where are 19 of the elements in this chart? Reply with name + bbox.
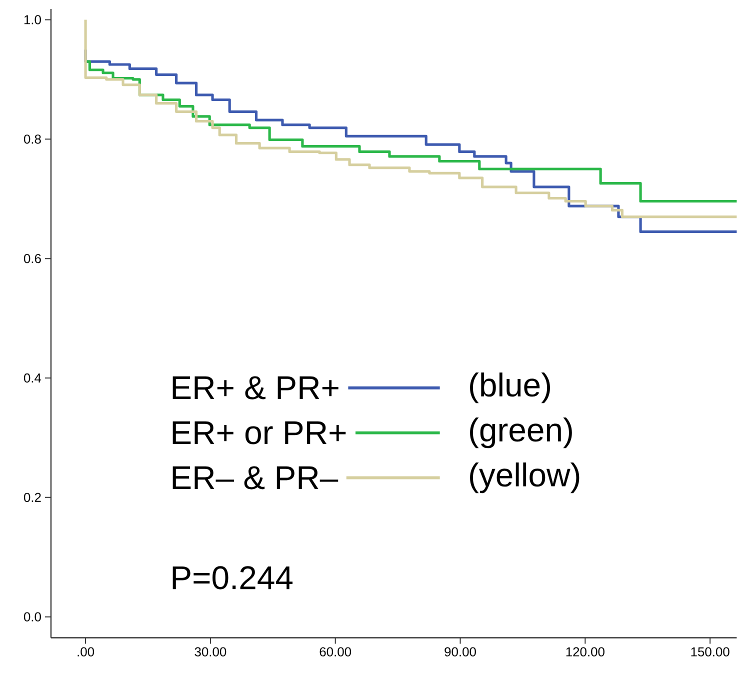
x-tick-label: 60.00	[320, 647, 352, 657]
annotation: (yellow)	[470, 462, 580, 494]
y-tick-label: 0.0	[24, 612, 41, 622]
y-tick-label: 0.2	[24, 492, 41, 502]
x-tick-label: 30.00	[194, 647, 226, 657]
y-tick-label: 1.0	[24, 15, 41, 24]
x-tick-label: 120.00	[566, 647, 604, 657]
annotation: (green)	[470, 418, 572, 448]
x-tick-label: 90.00	[444, 647, 476, 657]
annotation: (blue)	[470, 372, 550, 404]
y-tick-label: 0.6	[24, 254, 41, 264]
x-tick-label: 150.00	[691, 647, 730, 657]
legend-label: ER+ & PR+	[172, 376, 338, 400]
y-tick-label: 0.8	[24, 134, 41, 144]
annotation: P=0.244	[172, 566, 293, 590]
legend-label: ER+ or PR+	[172, 421, 346, 444]
legend-label: ER– & PR–	[172, 466, 338, 490]
x-tick-label: .00	[78, 647, 94, 657]
y-tick-label: 0.4	[24, 374, 42, 383]
